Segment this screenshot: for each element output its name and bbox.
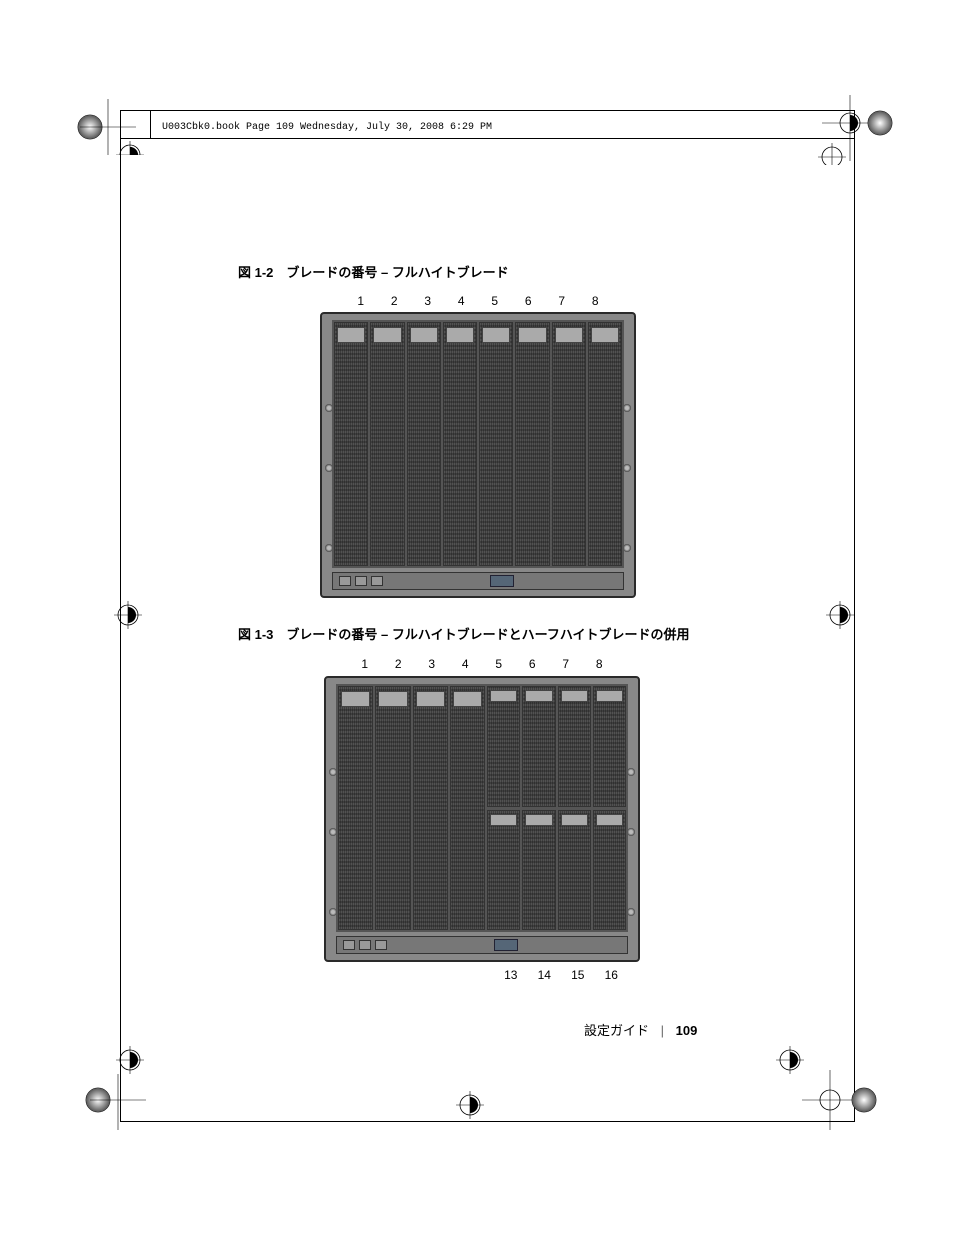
- footer-section: 設定ガイド: [584, 1023, 649, 1038]
- crop-mark-tl: [68, 65, 158, 155]
- label: 2: [382, 657, 416, 671]
- caption-prefix: 図 1-2: [238, 265, 273, 280]
- chassis-fig2: [324, 676, 640, 962]
- label: 6: [512, 294, 546, 308]
- running-header: U003Cbk0.book Page 109 Wednesday, July 3…: [162, 122, 492, 133]
- blade-slot: [338, 686, 373, 930]
- blade-slot: [370, 322, 404, 566]
- blade-slot-half: [522, 686, 555, 807]
- label: 4: [445, 294, 479, 308]
- blade-slot: [552, 322, 586, 566]
- blade-bay: [332, 320, 624, 568]
- fig1-top-labels: 1 2 3 4 5 6 7 8: [344, 294, 612, 308]
- crop-mark-bl: [68, 1040, 168, 1140]
- label: 13: [494, 968, 528, 982]
- label: 15: [561, 968, 595, 982]
- label: 7: [545, 294, 579, 308]
- blade-slot: [450, 686, 485, 930]
- caption-text: ブレードの番号 – フルハイトブレードとハーフハイトブレードの併用: [273, 627, 689, 642]
- label: 3: [411, 294, 445, 308]
- blade-half-column: [558, 686, 591, 930]
- page-number: 109: [676, 1023, 698, 1038]
- figure-1-2-caption: 図 1-2 ブレードの番号 – フルハイトブレード: [238, 262, 509, 281]
- blade-slot-half: [593, 810, 626, 931]
- blade-half-column: [487, 686, 520, 930]
- page-footer: 設定ガイド | 109: [584, 1020, 697, 1039]
- label: 16: [595, 968, 629, 982]
- blade-half-column: [522, 686, 555, 930]
- blade-slot-half: [558, 810, 591, 931]
- crop-mark-ml: [70, 585, 150, 645]
- chassis-control-panel: [332, 572, 624, 590]
- caption-prefix: 図 1-3: [238, 627, 273, 642]
- blade-slot: [479, 322, 513, 566]
- crop-mark-mr: [820, 585, 900, 645]
- blade-slot-half: [593, 686, 626, 807]
- chassis-control-panel: [336, 936, 628, 954]
- label: 1: [348, 657, 382, 671]
- label: 2: [378, 294, 412, 308]
- label: 3: [415, 657, 449, 671]
- crop-mark-br: [770, 1040, 890, 1140]
- fig2-bottom-labels: 13 14 15 16: [494, 968, 628, 982]
- blade-half-column: [593, 686, 626, 930]
- blade-slot-half: [522, 810, 555, 931]
- blade-bay: [336, 684, 628, 932]
- blade-slot-half: [487, 810, 520, 931]
- blade-slot: [407, 322, 441, 566]
- blade-slot-half: [487, 686, 520, 807]
- crop-mark-tr: [800, 65, 900, 165]
- label: 5: [482, 657, 516, 671]
- label: 6: [516, 657, 550, 671]
- blade-slot: [413, 686, 448, 930]
- label: 7: [549, 657, 583, 671]
- label: 8: [579, 294, 613, 308]
- blade-slot-half: [558, 686, 591, 807]
- blade-slot: [515, 322, 549, 566]
- caption-text: ブレードの番号 – フルハイトブレード: [273, 265, 508, 280]
- blade-slot: [375, 686, 410, 930]
- crop-mark-bc: [430, 1075, 510, 1135]
- label: 4: [449, 657, 483, 671]
- frame-tick: [120, 138, 855, 139]
- fig2-top-labels: 1 2 3 4 5 6 7 8: [348, 657, 616, 671]
- blade-slot: [588, 322, 622, 566]
- chassis-fig1: [320, 312, 636, 598]
- figure-1-3-caption: 図 1-3 ブレードの番号 – フルハイトブレードとハーフハイトブレードの併用: [238, 624, 690, 643]
- label: 8: [583, 657, 617, 671]
- label: 1: [344, 294, 378, 308]
- blade-slot: [334, 322, 368, 566]
- label: 5: [478, 294, 512, 308]
- label: 14: [528, 968, 562, 982]
- blade-slot: [443, 322, 477, 566]
- footer-separator: |: [661, 1023, 664, 1038]
